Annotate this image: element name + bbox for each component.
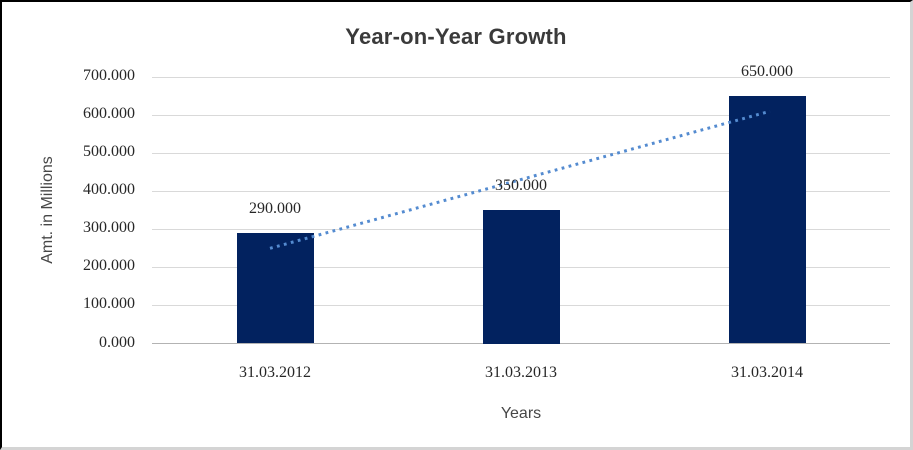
x-axis-line — [152, 343, 890, 344]
bar — [236, 233, 314, 344]
bar — [728, 96, 806, 344]
bar-value-label: 650.000 — [741, 63, 793, 81]
y-tick-label: 100.000 — [83, 295, 135, 313]
y-tick-label: 0.000 — [99, 333, 135, 351]
x-category-label: 31.03.2012 — [239, 364, 311, 381]
y-axis-title: Amt. in Millions — [39, 156, 56, 264]
y-tick-label: 700.000 — [83, 67, 135, 84]
y-tick-label: 500.000 — [83, 143, 135, 161]
y-tick-label: 600.000 — [83, 105, 135, 123]
y-tick-label: 200.000 — [83, 257, 135, 275]
gridline — [152, 76, 890, 78]
chart-title: Year-on-Year Growth — [345, 24, 567, 49]
x-category-label: 31.03.2014 — [731, 364, 803, 381]
x-category-label: 31.03.2013 — [485, 364, 557, 381]
bar — [482, 210, 560, 344]
bar-value-label: 290.000 — [249, 200, 301, 218]
y-tick-label: 300.000 — [83, 219, 135, 237]
bar-value-label: 350.000 — [495, 177, 547, 195]
y-tick-label: 400.000 — [83, 181, 135, 199]
x-axis-title: Years — [500, 405, 542, 422]
